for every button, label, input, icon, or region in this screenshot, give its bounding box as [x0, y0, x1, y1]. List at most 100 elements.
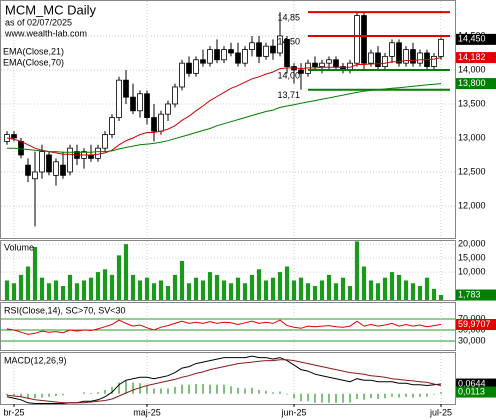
- volume-bar: [193, 277, 199, 300]
- histogram-bar: [377, 393, 379, 400]
- panel-title: RSI(Close,14), SC>70, SV<30: [4, 305, 126, 315]
- histogram-bar: [328, 393, 330, 403]
- candle-body: [312, 62, 318, 67]
- volume-bar: [228, 283, 234, 300]
- candle-body: [431, 55, 437, 67]
- volume-bar: [137, 280, 143, 300]
- candle-body: [298, 69, 304, 74]
- volume-bar: [291, 280, 297, 300]
- volume-bar: [326, 274, 332, 300]
- histogram-bar: [419, 393, 421, 397]
- volume-bar: [4, 280, 10, 300]
- candle-body: [151, 117, 157, 132]
- volume-bar: [333, 283, 339, 300]
- candle-body: [277, 35, 283, 54]
- volume-bar: [221, 280, 227, 300]
- volume-bar: [60, 286, 66, 300]
- series-line: [6, 359, 442, 404]
- histogram-bar: [398, 393, 400, 398]
- candle-body: [410, 49, 416, 64]
- candle-body: [67, 147, 73, 173]
- histogram-bar: [167, 388, 169, 394]
- last-value-box: [456, 52, 496, 64]
- histogram-bar: [363, 393, 365, 400]
- histogram-bar: [153, 388, 155, 394]
- candle-body: [333, 59, 339, 67]
- histogram-bar: [272, 392, 274, 394]
- y-tick-label: 12,000: [458, 200, 486, 210]
- chart-source: www.wealth-lab.com: [4, 28, 87, 38]
- volume-bar: [81, 280, 87, 300]
- candle-body: [193, 59, 199, 74]
- last-value-label: 59,9707: [458, 319, 491, 329]
- chart-subtitle: as of 02/07/2025: [5, 17, 72, 27]
- volume-bar: [179, 260, 185, 300]
- x-tick-label: jun-25: [280, 407, 306, 417]
- volume-bar: [368, 280, 374, 300]
- volume-bar: [165, 286, 171, 300]
- legend-entry: EMA(Close,70): [3, 57, 64, 67]
- volume-bar: [46, 283, 52, 300]
- histogram-bar: [125, 380, 127, 394]
- candle-body: [123, 79, 129, 98]
- candle-body: [438, 38, 444, 57]
- candle-body: [249, 42, 255, 50]
- level-label: 14,00: [277, 70, 300, 80]
- candle-body: [284, 38, 290, 67]
- histogram-bar: [349, 393, 351, 403]
- histogram-bar: [440, 392, 442, 394]
- candle-body: [361, 15, 367, 64]
- candle-body: [18, 140, 24, 156]
- volume-bar: [144, 277, 150, 300]
- last-value-box: [456, 319, 496, 331]
- panel-title: Volume: [4, 242, 34, 252]
- candle-body: [46, 154, 52, 173]
- y-tick-label: 20,000: [458, 239, 486, 249]
- histogram-bar: [293, 393, 295, 399]
- last-value-label: 1,783: [458, 289, 481, 299]
- candle-body: [130, 96, 136, 112]
- histogram-bar: [62, 393, 64, 396]
- histogram-bar: [356, 393, 358, 400]
- volume-bar: [102, 269, 108, 300]
- candle-body: [221, 49, 227, 61]
- histogram-bar: [384, 393, 386, 399]
- panel-title: MACD(12,26,9): [4, 355, 67, 365]
- histogram-bar: [6, 393, 8, 396]
- histogram-bar: [132, 382, 134, 394]
- candle-body: [25, 164, 31, 176]
- histogram-bar: [230, 386, 232, 394]
- histogram-bar: [160, 388, 162, 394]
- candle-body: [214, 49, 220, 61]
- volume-bar: [11, 283, 17, 300]
- last-value-label: 13,800: [458, 78, 486, 88]
- histogram-bar: [55, 393, 57, 397]
- candle-body: [39, 151, 45, 173]
- volume-bar: [361, 266, 367, 300]
- panel: [0, 0, 456, 239]
- volume-bar: [396, 274, 402, 300]
- histogram-bar: [195, 383, 197, 394]
- volume-bar: [200, 280, 206, 300]
- series-line: [6, 57, 442, 156]
- volume-bar: [123, 244, 129, 300]
- volume-bar: [32, 246, 38, 300]
- histogram-bar: [223, 384, 225, 394]
- histogram-bar: [342, 393, 344, 403]
- candle-body: [242, 49, 248, 64]
- histogram-bar: [251, 387, 253, 394]
- histogram-bar: [405, 393, 407, 397]
- candle-body: [235, 52, 241, 64]
- volume-bar: [438, 295, 444, 300]
- last-value-label: 14,450: [458, 34, 486, 44]
- histogram-bar: [433, 393, 435, 395]
- candle-body: [396, 42, 402, 64]
- volume-bar: [417, 286, 423, 300]
- candle-body: [137, 93, 143, 112]
- candle-body: [109, 117, 115, 135]
- candle-body: [200, 59, 206, 64]
- x-tick-label: br-25: [3, 407, 24, 417]
- last-value-box: [456, 78, 496, 90]
- last-value-label: 14,182: [458, 52, 486, 62]
- histogram-bar: [27, 393, 29, 399]
